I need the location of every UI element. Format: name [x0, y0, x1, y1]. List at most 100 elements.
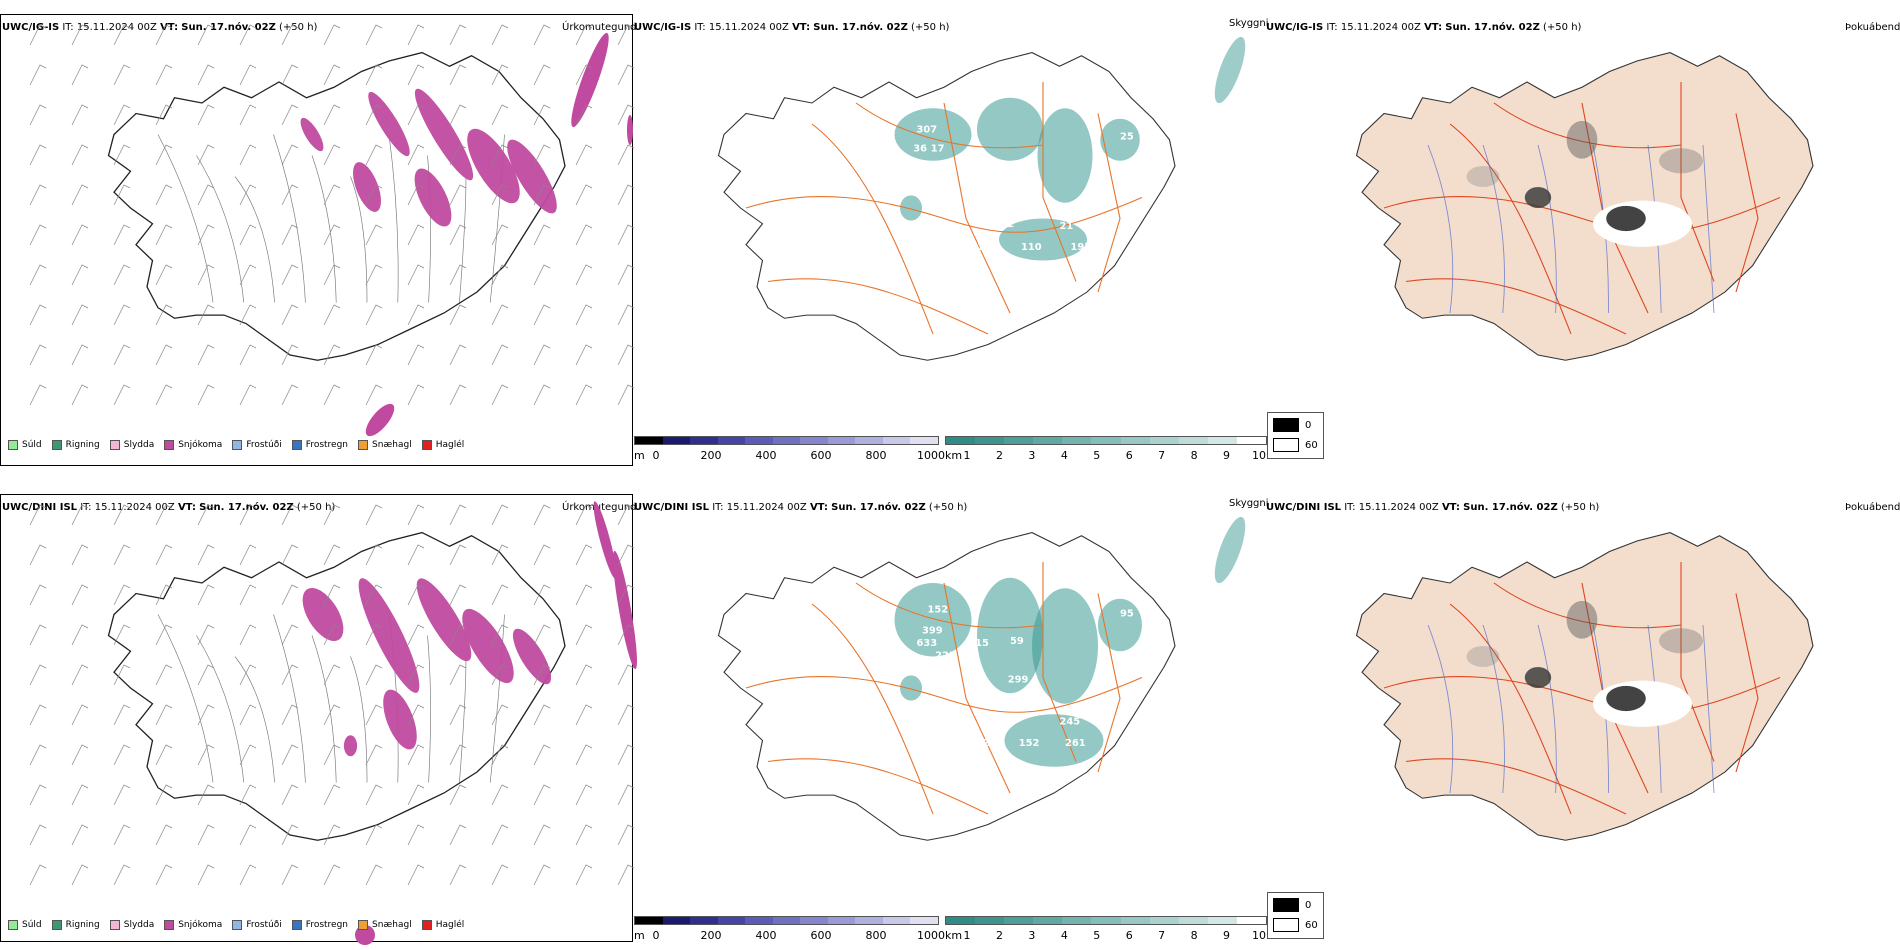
cloud-base-label: 372 — [994, 219, 1015, 230]
colorbar-segment — [975, 437, 1005, 444]
fog-medium — [1566, 600, 1598, 639]
legend-item: Slydda — [109, 920, 155, 930]
model-name: UWC/DINI ISL — [634, 502, 710, 513]
wind-barb — [365, 824, 383, 846]
snow-area-offshore — [355, 925, 375, 945]
road-line — [1097, 593, 1121, 773]
wind-barb — [407, 664, 425, 686]
wind-barb — [281, 144, 299, 166]
wind-barb — [197, 344, 215, 366]
wind-barb — [449, 144, 467, 166]
wind-barb — [113, 64, 131, 86]
legend-label: Slydda — [123, 920, 155, 930]
colorbar-tick: 400 — [755, 929, 777, 942]
colorbar-segment — [662, 437, 691, 444]
model-name: UWC/IG-IS — [1266, 22, 1324, 33]
colorbar-tick: 9 — [1223, 929, 1231, 942]
river-line — [1427, 144, 1454, 314]
wind-barb — [155, 784, 173, 806]
wind-barb — [239, 704, 257, 726]
wind-barb — [113, 344, 131, 366]
wind-barb — [617, 304, 635, 326]
legend-label: Haglél — [435, 440, 465, 450]
wind-barb — [155, 344, 173, 366]
wind-barb — [407, 224, 425, 246]
wind-barb — [71, 664, 89, 686]
cloud-base-label: 192 — [1071, 242, 1092, 253]
legend-swatch — [8, 440, 18, 450]
cloud-base-label: 360 — [1016, 200, 1037, 211]
wind-barb — [71, 704, 89, 726]
colorbar-segment — [1207, 437, 1237, 444]
snow-area-offshore — [365, 403, 395, 437]
wind-barb — [407, 504, 425, 526]
colorbar-tick: 5 — [1093, 929, 1101, 942]
wind-barb — [491, 224, 509, 246]
colorbar-segment — [1178, 437, 1208, 444]
row1: UWC/IG-IS IT: 15.11.2024 00Z VT: Sun. 17… — [0, 14, 1900, 466]
wind-barb — [281, 184, 299, 206]
wind-barb — [407, 304, 425, 326]
wind-barb — [113, 384, 131, 406]
wind-barb — [71, 264, 89, 286]
colorbar-tick: 8 — [1190, 929, 1198, 942]
wind-barb — [323, 304, 341, 326]
wind-barb — [449, 264, 467, 286]
it-value: 15.11.2024 00Z — [708, 22, 789, 33]
it-label: IT: — [694, 22, 706, 33]
colorbar-segment — [855, 437, 883, 444]
wind-barb — [113, 304, 131, 326]
lead-time: (+50 h) — [1560, 502, 1600, 513]
lead-time: (+50 h) — [279, 22, 318, 33]
wind-barb — [407, 744, 425, 766]
river-line — [1427, 624, 1454, 794]
wind-barb — [449, 744, 467, 766]
wind-barb — [575, 664, 593, 686]
wind-barb — [407, 104, 425, 126]
wind-barb — [617, 704, 635, 726]
wind-barb — [533, 824, 551, 846]
height-colorbar-row1: m 0 200 400 600 800 1000 — [634, 436, 945, 466]
cloud-base-label: 95 — [1120, 609, 1134, 620]
river-line — [350, 176, 368, 303]
wind-barb — [617, 864, 635, 886]
fog-legend-swatch — [1273, 918, 1299, 932]
wind-barb — [197, 24, 215, 46]
wind-barb — [617, 544, 635, 566]
low-visibility-area — [1100, 118, 1140, 161]
model-name: UWC/IG-IS — [2, 22, 60, 33]
fog-legend-label: 0 — [1305, 899, 1312, 911]
colorbar-segment — [662, 917, 691, 924]
wind-barb — [575, 184, 593, 206]
colorbar-segment — [800, 437, 828, 444]
snow-area — [358, 578, 420, 693]
wind-barb — [323, 864, 341, 886]
fog-high — [1524, 187, 1552, 208]
wind-barb — [29, 664, 47, 686]
cloud-base-label: 152 — [1019, 738, 1040, 749]
wind-barb — [491, 384, 509, 406]
colorbar-segment — [772, 917, 801, 924]
wind-barb — [407, 264, 425, 286]
river-line — [427, 635, 431, 783]
fog-legend-item: 0 — [1273, 898, 1311, 912]
wind-barb — [239, 624, 257, 646]
colorbar-segment — [1149, 437, 1179, 444]
wind-barb — [449, 104, 467, 126]
wind-barb — [239, 104, 257, 126]
wind-barb — [407, 624, 425, 646]
wind-barb — [617, 184, 635, 206]
road-line — [1383, 196, 1781, 233]
snow-area-offshore — [627, 115, 633, 145]
wind-barb — [29, 624, 47, 646]
vt-label: VT: — [1441, 502, 1460, 513]
wind-barb — [155, 224, 173, 246]
road-line — [1042, 81, 1077, 282]
legend-label: Snæhagl — [372, 920, 412, 930]
wind-barb — [323, 264, 341, 286]
legend-label: Súld — [22, 920, 42, 930]
wind-barb — [533, 624, 551, 646]
wind-barb — [155, 264, 173, 286]
